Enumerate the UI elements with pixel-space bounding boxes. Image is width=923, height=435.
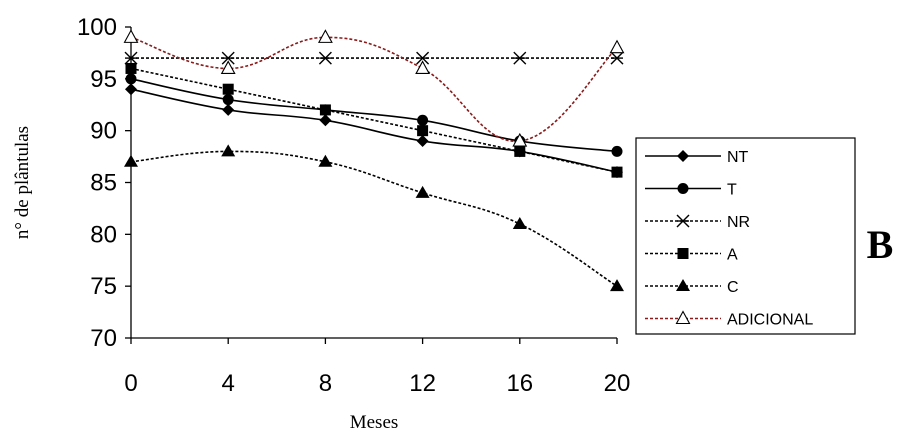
data-point — [317, 29, 333, 43]
y-tick-label: 80 — [90, 221, 117, 248]
legend-marker — [675, 310, 691, 325]
data-point — [220, 60, 236, 75]
legend-label: A — [727, 247, 738, 264]
legend-marker — [677, 248, 689, 259]
y-tick-label: 90 — [90, 118, 117, 145]
x-tick-label: 16 — [506, 370, 533, 397]
legend-label: NR — [727, 214, 750, 231]
data-point — [610, 279, 624, 292]
panel-label: B — [867, 222, 894, 267]
legend-marker — [677, 150, 689, 162]
data-point — [417, 125, 429, 137]
x-tick-label: 4 — [222, 370, 235, 397]
data-point — [611, 166, 623, 178]
legend-item-nr: NR — [645, 214, 750, 231]
data-point — [611, 145, 623, 157]
legend-box — [635, 137, 856, 335]
y-tick-label: 85 — [90, 170, 117, 197]
series-adicional — [123, 29, 625, 147]
data-point — [512, 132, 528, 147]
y-tick-label: 75 — [90, 273, 117, 300]
series-layer — [123, 29, 625, 292]
y-tick-label: 70 — [90, 325, 117, 352]
series-line — [130, 78, 618, 153]
series-a — [125, 62, 623, 178]
x-tick-label: 12 — [409, 370, 436, 397]
data-point — [417, 114, 429, 126]
series-line — [130, 88, 618, 173]
data-point — [415, 60, 431, 75]
series-line — [130, 67, 618, 173]
data-point — [609, 39, 625, 54]
series-t — [125, 73, 623, 157]
series-nt — [125, 83, 623, 179]
data-point — [221, 51, 235, 65]
legend-label: C — [727, 279, 739, 296]
legend-item-t: T — [645, 182, 737, 199]
data-point — [513, 51, 527, 65]
legend-marker — [677, 183, 689, 194]
legend-label: NT — [727, 149, 749, 166]
y-tick-label: 100 — [77, 14, 117, 41]
data-point — [610, 51, 624, 65]
x-tick-label: 0 — [124, 370, 137, 397]
x-tick-label: 8 — [319, 370, 332, 397]
legend: NT T NR AC ADICIONAL — [635, 137, 856, 335]
data-point — [222, 83, 234, 95]
series-nr — [124, 51, 624, 65]
data-point — [221, 144, 236, 157]
data-point — [123, 29, 139, 43]
legend-label: ADICIONAL — [727, 312, 813, 329]
data-point — [222, 103, 235, 116]
x-tick-label: 20 — [604, 370, 631, 397]
legend-item-adicional: ADICIONAL — [645, 310, 813, 329]
y-tick-label: 95 — [90, 66, 117, 93]
legend-marker — [676, 214, 690, 228]
data-point — [125, 62, 137, 74]
legend-item-a: A — [645, 247, 738, 264]
data-point — [512, 216, 527, 229]
data-point — [125, 73, 137, 85]
series-c — [124, 144, 624, 292]
axes: 70 75 80 85 90 95 100 0 4 8 12 16 20 — [77, 14, 630, 397]
legend-item-nt: NT — [645, 149, 749, 166]
series-line — [130, 36, 618, 142]
data-point — [124, 154, 138, 167]
data-point — [416, 135, 429, 148]
series-line — [130, 150, 618, 287]
data-point — [415, 185, 430, 198]
data-point — [319, 104, 331, 116]
data-point — [124, 51, 138, 65]
data-point — [319, 114, 332, 127]
x-axis-title: Meses — [350, 412, 399, 433]
data-point — [318, 51, 332, 65]
data-point — [514, 145, 526, 157]
data-point — [222, 94, 234, 106]
legend-label: T — [727, 182, 737, 199]
y-axis-title: n° de plântulas — [12, 126, 33, 239]
legend-marker — [676, 279, 690, 291]
data-point — [318, 154, 333, 167]
data-point — [125, 83, 137, 96]
legend-item-c: C — [645, 279, 739, 296]
data-point — [416, 51, 430, 65]
